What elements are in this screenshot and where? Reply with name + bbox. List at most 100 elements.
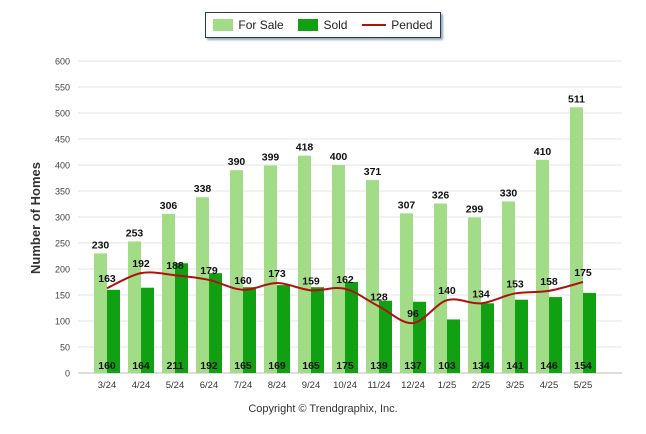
y-tick-label: 400: [55, 161, 70, 171]
pended-data-label: 175: [574, 267, 592, 279]
for-sale-data-label: 410: [534, 146, 552, 158]
bars: [94, 107, 596, 373]
y-tick-label: 500: [55, 109, 70, 119]
sold-data-label: 134: [472, 360, 490, 372]
for-sale-bar: [468, 217, 481, 373]
sold-data-label: 141: [506, 360, 524, 372]
sold-bar: [107, 289, 120, 373]
y-tick-label: 50: [60, 343, 70, 353]
x-tick-label: 6/24: [200, 380, 219, 391]
pended-series-line: [106, 271, 584, 325]
pended-data-label: 163: [98, 273, 116, 285]
pended-data-label: 188: [166, 260, 184, 272]
y-tick-label: 200: [55, 265, 70, 275]
x-tick-label: 3/24: [98, 380, 117, 391]
x-tick-label: 5/25: [574, 380, 593, 391]
for-sale-data-label: 326: [432, 189, 450, 201]
sold-data-label: 192: [200, 360, 218, 372]
copyright-text: Copyright © Trendgraphix, Inc.: [248, 403, 398, 415]
legend: For Sale Sold Pended: [205, 12, 441, 38]
x-tick-label: 3/25: [506, 380, 525, 391]
for-sale-data-label: 511: [568, 93, 585, 105]
pended-data-label: 128: [370, 291, 388, 303]
pended-data-label: 140: [438, 285, 456, 297]
for-sale-bar: [230, 170, 243, 373]
x-tick-label: 5/24: [166, 380, 185, 391]
sold-bar: [549, 297, 562, 373]
for-sale-data-label: 400: [330, 151, 348, 163]
x-tick-label: 11/24: [367, 380, 390, 391]
sold-data-label: 165: [234, 360, 252, 372]
y-axis-ticks: 0 50 100 150 200 250 300 350 400 450 500 550 600: [55, 57, 70, 379]
for-sale-data-label: 330: [500, 187, 518, 199]
sold-data-label: 164: [132, 360, 150, 372]
for-sale-bar: [298, 155, 311, 373]
for-sale-data-label: 390: [228, 156, 246, 168]
sold-swatch: [298, 19, 319, 31]
for-sale-bar: [332, 165, 345, 373]
for-sale-data-label: 253: [126, 227, 144, 239]
sold-bar: [243, 287, 256, 373]
legend-item-pended[interactable]: Pended: [362, 18, 433, 32]
sold-data-label: 160: [98, 360, 116, 372]
y-tick-label: 100: [55, 317, 70, 327]
sold-bar: [209, 273, 222, 373]
y-tick-label: 600: [55, 57, 70, 67]
for-sale-bar: [536, 159, 549, 373]
sold-data-label: 211: [167, 360, 184, 372]
sold-data-label: 154: [574, 360, 592, 372]
pended-data-label: 173: [268, 268, 286, 280]
y-tick-label: 150: [55, 291, 70, 301]
legend-item-for-sale[interactable]: For Sale: [213, 18, 284, 32]
pended-data-label: 158: [540, 276, 558, 288]
sold-data-label: 169: [268, 360, 286, 372]
for-sale-bar: [502, 201, 515, 373]
x-tick-label: 8/24: [268, 380, 287, 391]
legend-label-sold: Sold: [323, 18, 348, 32]
for-sale-bar: [434, 203, 447, 373]
y-tick-label: 250: [55, 239, 70, 249]
y-tick-label: 450: [55, 135, 70, 145]
for-sale-data-label: 299: [466, 204, 484, 216]
for-sale-data-label: 338: [194, 183, 212, 195]
for-sale-data-label: 371: [364, 166, 382, 178]
sold-bar: [447, 319, 460, 373]
legend-item-sold[interactable]: Sold: [298, 18, 347, 32]
for-sale-bar: [570, 107, 583, 373]
for-sale-bar: [162, 213, 175, 373]
for-sale-data-label: 399: [262, 152, 280, 164]
pended-data-label: 192: [132, 258, 150, 270]
legend-label-pended: Pended: [391, 18, 433, 32]
pended-data-label: 160: [234, 275, 252, 287]
y-tick-label: 300: [55, 213, 70, 223]
pended-data-label: 159: [302, 275, 320, 287]
sold-bar: [481, 303, 494, 373]
sold-data-label: 103: [438, 360, 456, 372]
sold-bar: [583, 292, 596, 373]
for-sale-bar: [94, 253, 107, 373]
sold-data-label: 139: [370, 360, 388, 372]
sold-bar: [345, 282, 358, 373]
sold-data-label: 146: [540, 360, 558, 372]
legend-label-for-sale: For Sale: [238, 18, 284, 32]
for-sale-bar: [400, 213, 413, 373]
x-tick-label: 7/24: [234, 380, 253, 391]
x-axis-ticks: 3/24 4/24 5/24 6/24 7/24 8/24 9/24 10/24 11/24 12…: [98, 380, 593, 391]
pended-data-label: 162: [336, 274, 354, 286]
pended-data-label: 179: [200, 265, 218, 277]
sold-data-label: 175: [336, 360, 354, 372]
sold-bar: [277, 285, 290, 373]
sold-bar: [379, 300, 392, 373]
pended-data-label: 96: [407, 308, 419, 320]
x-tick-label: 4/25: [540, 380, 559, 391]
for-sale-swatch: [213, 19, 234, 31]
sold-bar: [311, 287, 324, 373]
sold-data-label: 137: [404, 360, 422, 372]
data-labels: 230 160 253 164 306 211 338 192 390 165 399 169 418 1…: [92, 93, 592, 372]
x-tick-label: 2/25: [472, 380, 491, 391]
x-tick-label: 4/24: [132, 380, 151, 391]
x-tick-label: 1/25: [438, 380, 457, 391]
x-tick-label: 9/24: [302, 380, 321, 391]
sold-bar: [515, 299, 528, 373]
